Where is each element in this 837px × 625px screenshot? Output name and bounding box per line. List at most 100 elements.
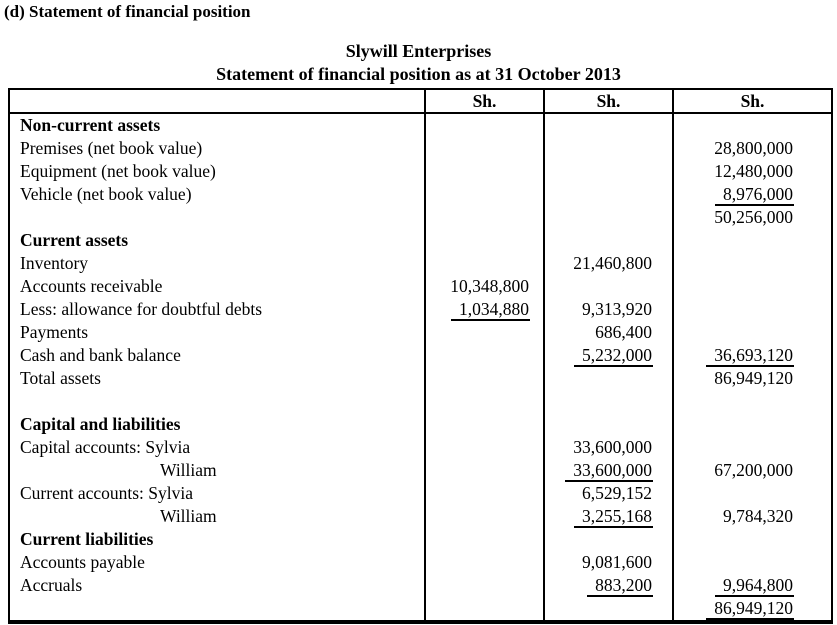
amount-cell	[424, 505, 543, 528]
amount-cell	[543, 183, 672, 206]
row-label: Vehicle (net book value)	[20, 184, 192, 204]
amount-cell: 3,255,168	[543, 505, 672, 528]
amount: 67,200,000	[714, 460, 793, 480]
amount-cell	[424, 252, 543, 275]
amount-cell: 5,232,000	[543, 344, 672, 367]
amount-cell	[424, 367, 543, 390]
amount: 8,976,000	[715, 184, 794, 206]
row-label: Less: allowance for doubtful debts	[20, 299, 263, 319]
amount-cell	[543, 137, 672, 160]
table-row: Accruals 883,200 9,964,800	[10, 574, 831, 597]
amount-cell	[672, 551, 831, 574]
row-label: Accounts receivable	[20, 276, 163, 296]
amount: 9,784,320	[723, 506, 793, 526]
table-row: Total assets 86,949,120	[10, 367, 831, 390]
amount-cell	[424, 183, 543, 206]
amount: 33,600,000	[573, 437, 652, 457]
amount-cell: 67,200,000	[672, 459, 831, 482]
amount-cell: 9,964,800	[672, 574, 831, 597]
amount-cell	[672, 482, 831, 505]
amount-cell: 33,600,000	[543, 459, 672, 482]
amount: 33,600,000	[565, 460, 653, 482]
table-row: Vehicle (net book value) 8,976,000	[10, 183, 831, 206]
amount-cell: 28,800,000	[672, 137, 831, 160]
table-row: Capital accounts: Sylvia 33,600,000	[10, 436, 831, 459]
header-cell-sh-2: Sh.	[543, 90, 672, 112]
amount-cell	[424, 459, 543, 482]
amount-cell: 21,460,800	[543, 252, 672, 275]
title-block: Slywill Enterprises Statement of financi…	[0, 40, 837, 86]
table-row: Capital and liabilities	[10, 413, 831, 436]
amount: 6,529,152	[582, 483, 652, 503]
table-row: Less: allowance for doubtful debts 1,034,…	[10, 298, 831, 321]
amount: 86,949,120	[706, 598, 794, 623]
amount-cell	[543, 390, 672, 413]
table-row: Current assets	[10, 229, 831, 252]
row-label: Equipment (net book value)	[20, 161, 216, 181]
table-header-row: Sh. Sh. Sh.	[10, 90, 831, 114]
table-row: 50,256,000	[10, 206, 831, 229]
table-row: Current liabilities	[10, 528, 831, 551]
amount-cell	[424, 137, 543, 160]
row-label: Cash and bank balance	[20, 345, 181, 365]
amount-cell	[543, 597, 672, 620]
amount-cell	[424, 390, 543, 413]
amount: 86,949,120	[714, 368, 793, 388]
amount-cell	[424, 344, 543, 367]
amount-cell: 86,949,120	[672, 597, 831, 623]
amount-cell: 10,348,800	[424, 275, 543, 298]
amount-cell	[424, 551, 543, 574]
row-label: Current assets	[20, 230, 129, 250]
amount-cell: 8,976,000	[672, 183, 831, 206]
row-label: Current liabilities	[20, 529, 154, 549]
amount: 5,232,000	[574, 345, 653, 367]
amount-cell	[543, 275, 672, 298]
row-label: Current accounts: Sylvia	[20, 483, 194, 503]
amount-cell	[424, 597, 543, 620]
amount-cell	[672, 229, 831, 252]
amount-cell	[424, 413, 543, 436]
amount-cell	[672, 252, 831, 275]
amount-cell	[424, 574, 543, 597]
table-row: Inventory 21,460,800	[10, 252, 831, 275]
table-body: Non-current assets Premises (net book val…	[10, 114, 831, 623]
amount-cell	[543, 229, 672, 252]
amount-cell	[672, 275, 831, 298]
table-row: 86,949,120	[10, 597, 831, 623]
amount-cell	[672, 390, 831, 413]
amount: 9,964,800	[715, 575, 794, 597]
amount-cell: 50,256,000	[672, 206, 831, 229]
amount: 883,200	[587, 575, 653, 597]
amount-cell: 883,200	[543, 574, 672, 597]
amount: 686,400	[595, 322, 652, 342]
financial-position-table: Sh. Sh. Sh. Non-current assets Premises (…	[8, 88, 833, 624]
table-row: Payments 686,400	[10, 321, 831, 344]
row-label: William	[160, 506, 217, 526]
amount-cell	[672, 298, 831, 321]
row-label: Total assets	[20, 368, 101, 388]
table-row: Premises (net book value) 28,800,000	[10, 137, 831, 160]
row-label: Premises (net book value)	[20, 138, 203, 158]
table-row: William 33,600,000 67,200,000	[10, 459, 831, 482]
amount-cell	[424, 114, 543, 137]
amount-cell: 686,400	[543, 321, 672, 344]
header-cell-empty	[10, 90, 424, 112]
row-label	[10, 206, 424, 229]
amount-cell	[424, 482, 543, 505]
amount-cell: 9,784,320	[672, 505, 831, 528]
table-row: William 3,255,168 9,784,320	[10, 505, 831, 528]
statement-title: Statement of financial position as at 31…	[216, 64, 621, 84]
row-label: Capital accounts: Sylvia	[20, 437, 191, 457]
amount-cell: 9,081,600	[543, 551, 672, 574]
row-label: Payments	[20, 322, 89, 342]
amount: 3,255,168	[574, 506, 653, 528]
amount-cell	[672, 528, 831, 551]
table-row: Accounts receivable 10,348,800	[10, 275, 831, 298]
amount: 9,081,600	[582, 552, 652, 572]
amount-cell: 6,529,152	[543, 482, 672, 505]
row-label	[10, 390, 424, 413]
amount-cell	[424, 160, 543, 183]
amount-cell	[424, 206, 543, 229]
amount: 36,693,120	[706, 345, 794, 367]
